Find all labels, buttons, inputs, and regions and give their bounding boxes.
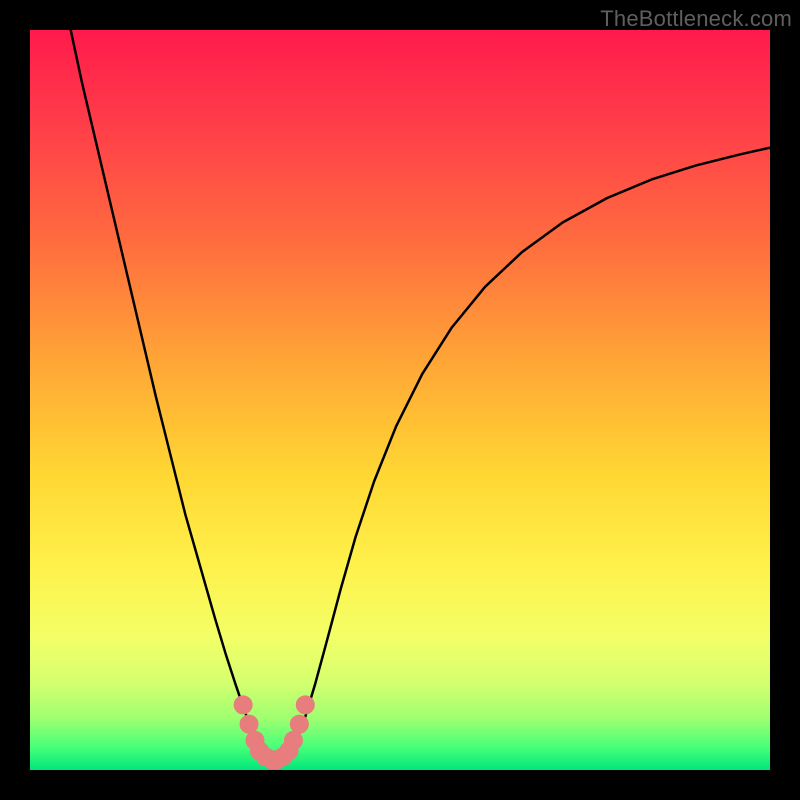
series-marker xyxy=(250,742,268,760)
watermark-text: TheBottleneck.com xyxy=(600,6,792,32)
series-marker xyxy=(234,696,252,714)
series-marker xyxy=(240,715,258,733)
series-marker xyxy=(280,742,298,760)
series-marker xyxy=(290,715,308,733)
series-marker xyxy=(274,748,292,766)
series-marker xyxy=(262,751,280,769)
series-marker xyxy=(268,751,286,769)
series-marker xyxy=(256,748,274,766)
series-marker xyxy=(296,696,314,714)
bottleneck-curve xyxy=(71,30,770,761)
bottleneck-curve-chart xyxy=(30,30,770,770)
series-marker xyxy=(284,731,302,749)
plot-area xyxy=(30,30,770,770)
series-marker xyxy=(246,731,264,749)
outer-frame: TheBottleneck.com xyxy=(0,0,800,800)
